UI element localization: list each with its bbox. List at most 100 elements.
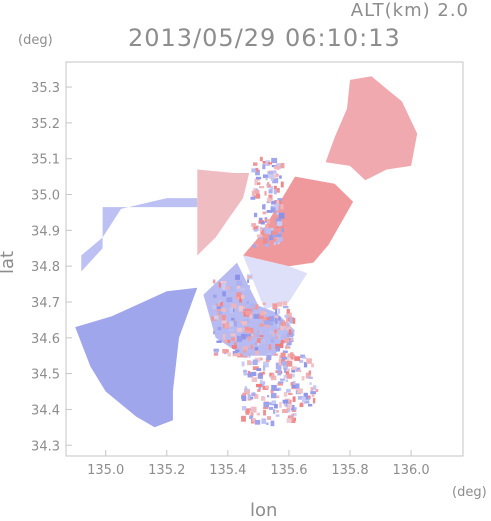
x-tick-label: 135.2 bbox=[148, 463, 185, 478]
echo-speckle bbox=[269, 372, 274, 377]
echo-speckle bbox=[265, 224, 269, 229]
echo-speckle bbox=[255, 167, 259, 172]
echo-speckle bbox=[286, 308, 290, 314]
echo-speckle bbox=[283, 374, 290, 379]
echo-speckle bbox=[305, 372, 311, 379]
echo-speckle bbox=[282, 364, 289, 370]
echo-speckle bbox=[292, 381, 296, 385]
echo-speckle bbox=[213, 348, 219, 352]
echo-speckle bbox=[248, 370, 251, 373]
echo-speckle bbox=[247, 394, 251, 400]
echo-speckle bbox=[275, 240, 279, 244]
y-axis-unit: (deg) bbox=[18, 33, 53, 48]
echo-speckle bbox=[256, 383, 262, 388]
echo-speckle bbox=[242, 353, 245, 358]
echo-speckle bbox=[281, 357, 288, 360]
echo-speckle bbox=[309, 382, 312, 385]
echo-speckle bbox=[229, 321, 235, 327]
echo-speckle bbox=[286, 343, 291, 347]
echo-speckle bbox=[258, 313, 264, 319]
echo-speckle bbox=[246, 285, 250, 288]
echo-speckle bbox=[271, 400, 277, 405]
echo-speckle bbox=[263, 238, 268, 244]
echo-speckle bbox=[247, 360, 251, 366]
echo-speckle bbox=[301, 376, 305, 381]
echo-speckle bbox=[222, 349, 228, 354]
echo-speckle bbox=[231, 337, 238, 341]
echo-speckle bbox=[303, 400, 310, 404]
echo-speckle bbox=[245, 373, 249, 376]
echo-speckle bbox=[267, 171, 274, 174]
echo-speckle bbox=[276, 200, 280, 204]
echo-speckle bbox=[271, 231, 278, 235]
echo-speckle bbox=[275, 370, 278, 373]
echo-speckle bbox=[254, 347, 259, 352]
echo-speckle bbox=[261, 396, 266, 401]
echo-speckle bbox=[259, 186, 265, 189]
echo-speckle bbox=[256, 368, 262, 371]
echo-speckle bbox=[267, 181, 270, 188]
echo-speckle bbox=[283, 322, 286, 326]
echo-speckle bbox=[247, 276, 252, 279]
echo-speckle bbox=[281, 321, 284, 327]
velocity-region-east-sector bbox=[243, 255, 308, 310]
echo-speckle bbox=[270, 339, 274, 343]
echo-speckle bbox=[274, 165, 280, 170]
echo-speckle bbox=[255, 419, 261, 425]
echo-speckle bbox=[250, 412, 254, 417]
echo-speckle bbox=[276, 238, 279, 241]
echo-speckle bbox=[279, 342, 284, 349]
echo-speckle bbox=[246, 347, 252, 350]
echo-speckle bbox=[271, 384, 277, 391]
echo-speckle bbox=[273, 333, 277, 339]
echo-speckle bbox=[264, 320, 271, 325]
echo-speckle bbox=[241, 334, 246, 340]
echo-speckle bbox=[218, 300, 221, 304]
echo-speckle bbox=[290, 352, 294, 357]
echo-speckle bbox=[276, 410, 279, 413]
echo-speckle bbox=[281, 228, 284, 233]
echo-speckle bbox=[265, 385, 269, 389]
echo-speckle bbox=[251, 190, 255, 197]
echo-speckle bbox=[222, 291, 226, 297]
echo-speckle bbox=[212, 305, 218, 309]
echo-speckle bbox=[221, 308, 227, 312]
echo-speckle bbox=[254, 178, 260, 181]
echo-speckle bbox=[312, 397, 316, 404]
x-axis-unit: (deg) bbox=[452, 485, 487, 500]
echo-speckle bbox=[216, 303, 219, 306]
echo-speckle bbox=[239, 297, 242, 303]
echo-speckle bbox=[257, 341, 260, 346]
echo-speckle bbox=[235, 296, 240, 299]
echo-speckle bbox=[258, 329, 263, 336]
echo-speckle bbox=[279, 378, 285, 381]
echo-speckle bbox=[264, 191, 267, 196]
echo-speckle bbox=[280, 181, 284, 188]
echo-speckle bbox=[297, 370, 302, 373]
echo-speckle bbox=[277, 369, 282, 376]
echo-speckle bbox=[266, 317, 270, 320]
echo-speckle bbox=[271, 402, 275, 406]
y-tick-label: 34.9 bbox=[31, 224, 60, 239]
echo-speckle bbox=[237, 285, 241, 290]
echo-speckle bbox=[273, 185, 277, 191]
echo-speckle bbox=[253, 333, 259, 337]
echo-speckle bbox=[276, 221, 283, 227]
echo-speckle bbox=[286, 322, 290, 327]
echo-speckle bbox=[268, 174, 274, 179]
echo-speckle bbox=[269, 337, 276, 340]
echo-speckle bbox=[269, 186, 274, 190]
echo-speckle bbox=[279, 362, 284, 366]
echo-speckle bbox=[215, 350, 219, 354]
echo-speckle bbox=[308, 403, 313, 407]
echo-speckle bbox=[279, 175, 282, 179]
echo-speckle bbox=[245, 333, 252, 338]
echo-speckle bbox=[262, 164, 266, 170]
echo-speckle bbox=[273, 241, 276, 246]
echo-speckle bbox=[268, 316, 275, 322]
echo-speckle bbox=[294, 407, 297, 410]
echo-speckle bbox=[260, 229, 265, 236]
echo-speckle bbox=[241, 395, 247, 401]
echo-speckle bbox=[257, 234, 263, 238]
echo-speckle bbox=[295, 367, 301, 372]
